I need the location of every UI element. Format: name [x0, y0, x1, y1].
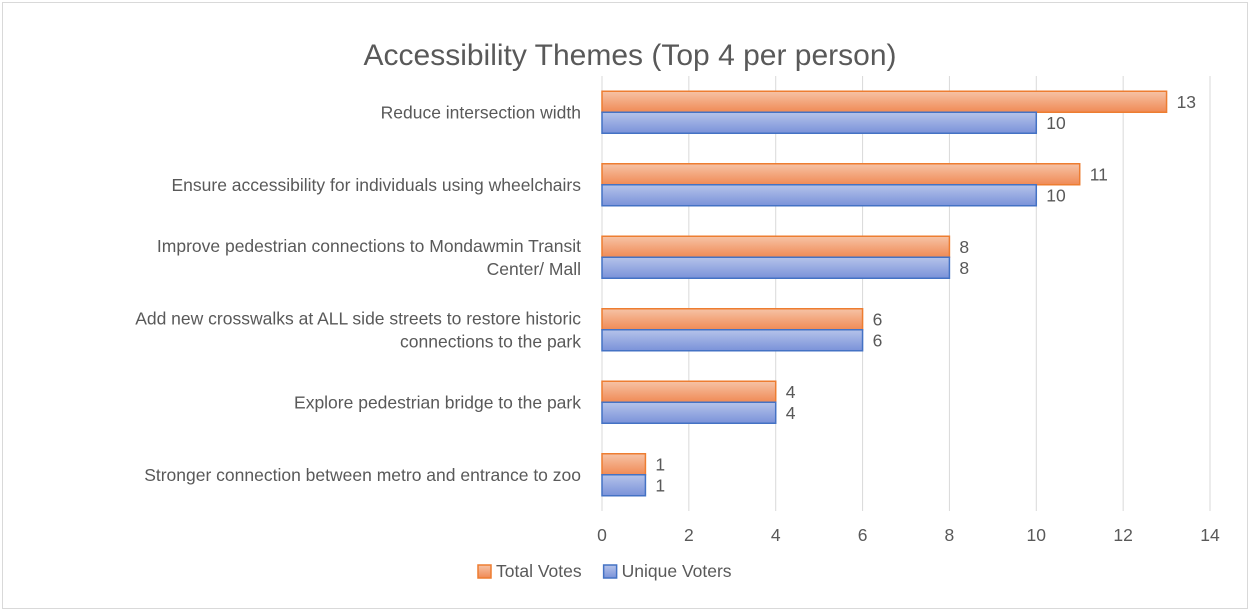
legend-swatch [602, 564, 618, 579]
data-label: 6 [873, 309, 883, 329]
bar-total-votes [601, 380, 777, 403]
category-label: Ensure accessibility for individuals usi… [172, 175, 582, 195]
bars [601, 90, 1168, 497]
bar-total-votes [601, 453, 647, 476]
category-label: Explore pedestrian bridge to the park [294, 392, 581, 412]
data-label: 13 [1177, 92, 1196, 112]
data-label: 4 [786, 403, 796, 423]
legend-label: Total Votes [496, 561, 582, 581]
x-tick-label: 12 [1113, 525, 1132, 545]
data-label: 1 [655, 454, 665, 474]
data-label: 6 [873, 330, 883, 350]
data-label: 8 [959, 258, 969, 278]
data-label: 11 [1090, 164, 1108, 184]
data-label: 1 [655, 475, 665, 495]
bar-unique-voters [601, 184, 1038, 207]
x-tick-label: 6 [858, 525, 868, 545]
bar-total-votes [601, 308, 864, 331]
bar-unique-voters [601, 474, 647, 497]
category-label: Improve pedestrian connections to Mondaw… [157, 236, 581, 279]
category-label: Reduce intersection width [381, 102, 581, 122]
x-tick-label: 4 [771, 525, 781, 545]
category-label: Stronger connection between metro and en… [144, 465, 581, 485]
chart-title: Accessibility Themes (Top 4 per person) [364, 39, 897, 72]
data-label: 4 [786, 382, 796, 402]
data-label: 10 [1046, 185, 1066, 205]
bar-chart: Accessibility Themes (Top 4 per person) … [135, 39, 1220, 581]
x-tick-label: 2 [684, 525, 694, 545]
bar-total-votes [601, 90, 1168, 113]
data-label: 8 [959, 237, 969, 257]
x-tick-label: 14 [1200, 525, 1220, 545]
bar-unique-voters [601, 401, 777, 424]
data-label: 10 [1046, 113, 1066, 133]
bar-unique-voters [601, 329, 864, 352]
legend-label: Unique Voters [622, 561, 732, 581]
x-tick-label: 10 [1027, 525, 1047, 545]
x-tick-label: 8 [945, 525, 955, 545]
category-label: Add new crosswalks at ALL side streets t… [135, 308, 581, 351]
bar-total-votes [601, 235, 951, 258]
bar-total-votes [601, 163, 1081, 186]
legend-swatch [477, 564, 492, 579]
bar-unique-voters [601, 256, 951, 279]
legend: Total Votes Unique Voters [477, 561, 732, 581]
gridlines [601, 76, 1211, 511]
bar-unique-voters [601, 111, 1038, 134]
x-tick-label: 0 [597, 525, 607, 545]
